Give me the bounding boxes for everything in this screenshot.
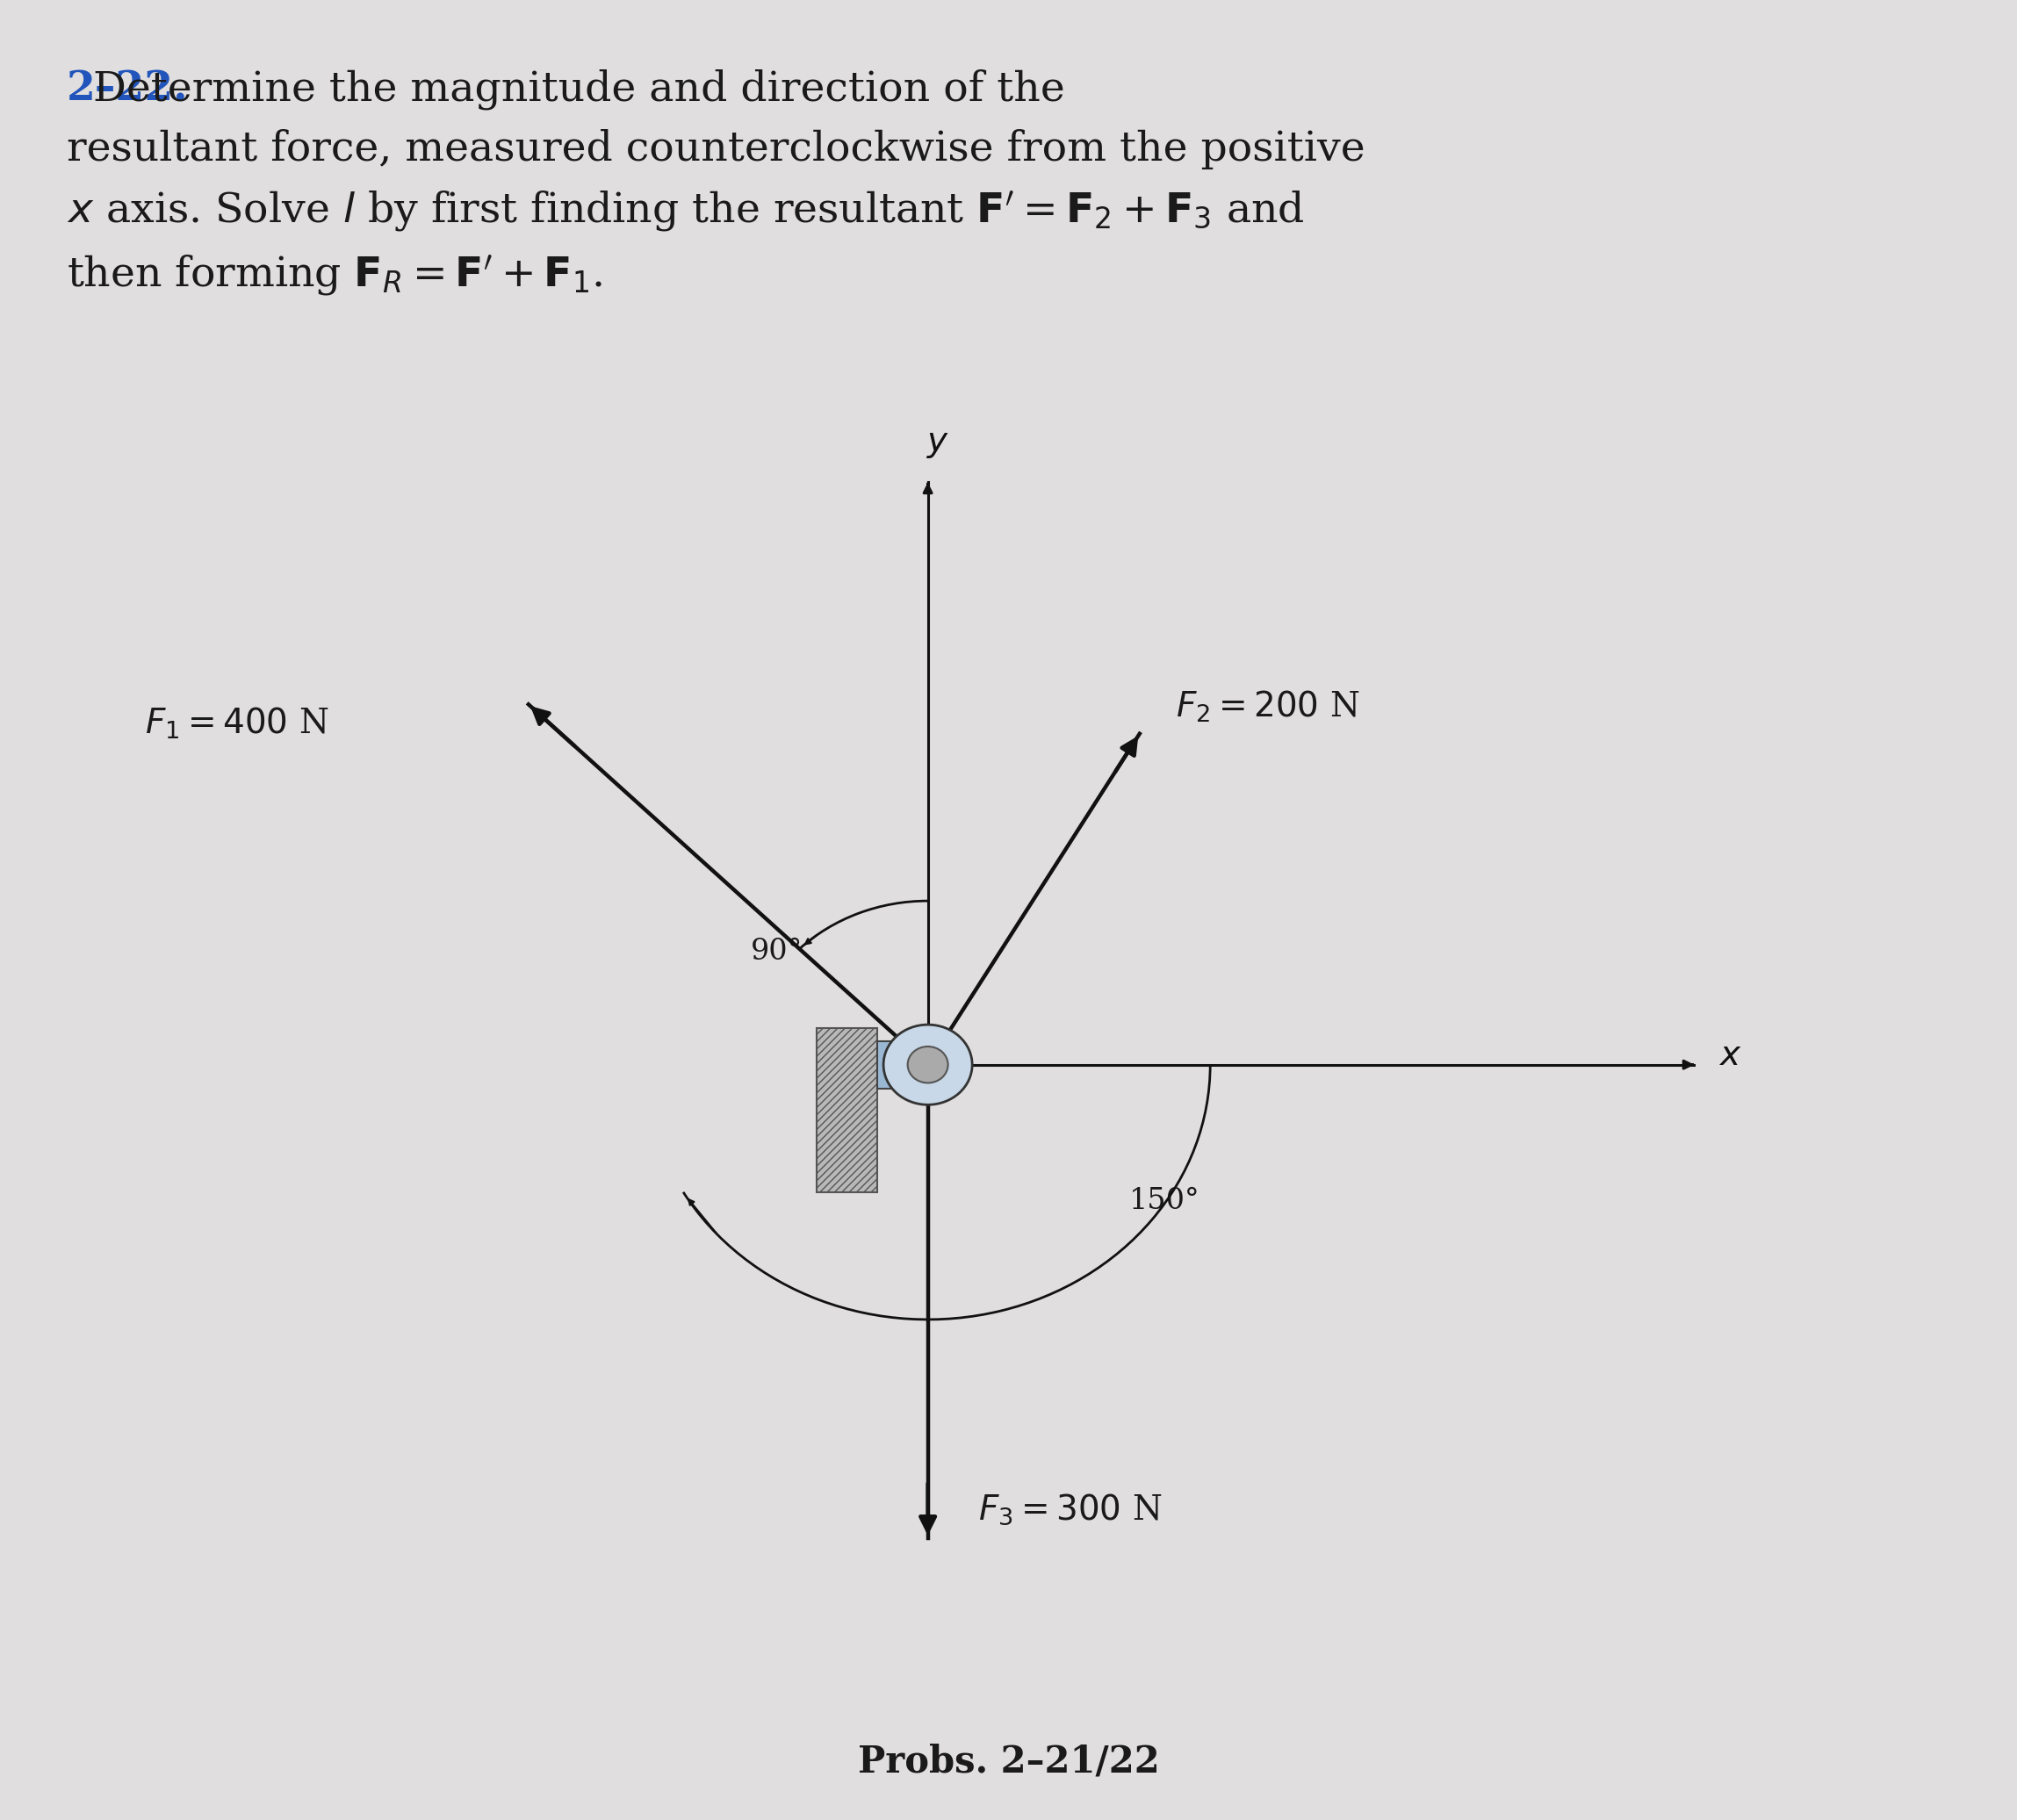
Text: $x$: $x$ [1718, 1039, 1741, 1072]
Text: Determine the magnitude and direction of the
resultant force, measured countercl: Determine the magnitude and direction of… [67, 69, 1366, 297]
Text: 2–22.: 2–22. [67, 69, 188, 109]
Text: $F_3 = 300$ N: $F_3 = 300$ N [978, 1492, 1162, 1527]
Circle shape [883, 1025, 972, 1105]
Circle shape [908, 1046, 948, 1083]
Text: $y$: $y$ [926, 428, 950, 460]
Text: $F_2 = 200$ N: $F_2 = 200$ N [1176, 690, 1359, 724]
Text: 90°: 90° [750, 937, 803, 966]
Text: 150°: 150° [1130, 1187, 1200, 1216]
Text: Probs. 2–21/22: Probs. 2–21/22 [857, 1744, 1160, 1780]
Polygon shape [877, 1041, 924, 1088]
Text: $F_1 = 400$ N: $F_1 = 400$ N [145, 706, 329, 741]
Polygon shape [817, 1028, 877, 1192]
